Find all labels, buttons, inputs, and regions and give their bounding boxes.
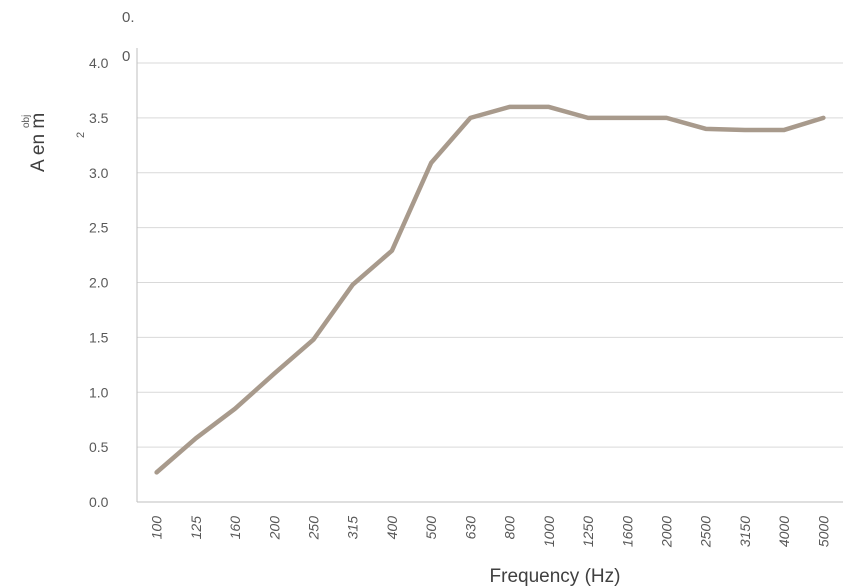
x-tick-label: 125	[188, 516, 204, 540]
x-tick-label: 1000	[541, 516, 557, 547]
x-tick-label: 200	[266, 516, 282, 541]
x-tick-label: 400	[384, 516, 400, 540]
x-tick-label: 3150	[737, 516, 753, 547]
y-tick-label: 3.5	[89, 110, 109, 126]
y-tick-label: 1.5	[89, 329, 109, 345]
x-tick-label: 250	[306, 516, 322, 541]
y-tick-label: 0.5	[89, 439, 109, 455]
y-tick-label: 1.0	[89, 384, 109, 400]
y-axis-title: A en m obj	[21, 113, 49, 172]
stray-text: 0.	[122, 9, 135, 26]
y-tick-label: 2.5	[89, 220, 109, 236]
x-tick-label: 315	[345, 516, 361, 540]
x-tick-label: 500	[423, 516, 439, 540]
x-tick-label: 2500	[698, 516, 714, 548]
x-tick-label: 100	[149, 516, 165, 540]
y-tick-label: 4.0	[89, 55, 109, 71]
x-tick-label: 4000	[776, 516, 792, 547]
y-tick-label: 2.0	[89, 275, 109, 291]
y-tick-label: 3.0	[89, 165, 109, 181]
x-tick-label: 630	[462, 516, 478, 540]
y-tick-labels: 0.0 0.5 1.0 1.5 2.0 2.5 3.0 3.5 4.0	[89, 55, 109, 510]
series-line	[154, 104, 826, 475]
x-tick-label: 2000	[659, 516, 675, 548]
x-tick-label: 5000	[815, 516, 831, 547]
y-axis-title-exponent: 2	[75, 132, 87, 138]
y-axis-title-text: A en m	[28, 113, 49, 172]
stray-text: 0	[122, 48, 130, 65]
x-tick-label: 1600	[619, 516, 635, 547]
x-tick-labels: 100 125 160 200 250 315 400 500 630 800 1000 1250 16…	[149, 516, 832, 548]
x-tick-label: 1250	[580, 516, 596, 547]
x-tick-label: 800	[502, 516, 518, 540]
x-axis-title: Frequency (Hz)	[490, 566, 621, 587]
y-axis-title-superscript: obj	[21, 115, 32, 128]
gridlines	[137, 62, 843, 448]
y-tick-label: 0.0	[89, 494, 109, 510]
x-tick-label: 160	[227, 516, 243, 540]
